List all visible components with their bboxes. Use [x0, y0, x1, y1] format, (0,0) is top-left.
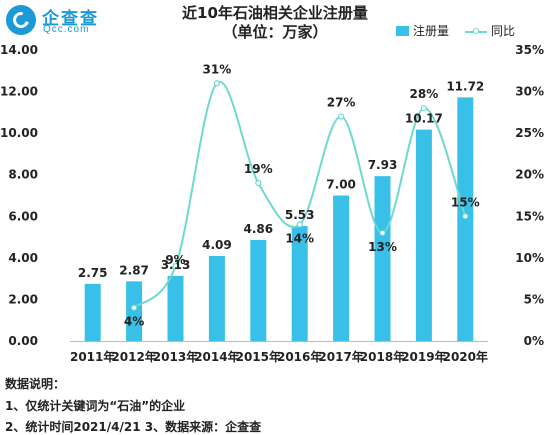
yoy-value-label: 4%	[124, 315, 144, 329]
bar-value-label: 2.75	[78, 266, 108, 280]
y-left-tick-label: 6.00	[8, 209, 38, 223]
yoy-value-label: 13%	[368, 240, 397, 254]
bar-value-label: 4.09	[202, 238, 232, 252]
bar	[291, 226, 308, 341]
y-left-tick-label: 0.00	[8, 334, 38, 348]
notes-line-1: 1、仅统计关键词为“石油”的企业	[5, 399, 186, 413]
yoy-line	[133, 80, 467, 309]
bar-value-label: 2.87	[119, 263, 149, 277]
bar	[250, 239, 267, 341]
notes-heading: 数据说明：	[5, 377, 66, 391]
bar-value-label: 3.13	[161, 258, 191, 272]
yoy-value-label: 19%	[244, 162, 273, 176]
yoy-point	[172, 263, 179, 270]
x-tick-label: 2017年	[318, 349, 363, 364]
bar	[208, 255, 225, 341]
legend-label-yoy: 同比	[491, 24, 516, 38]
yoy-value-label: 9%	[165, 253, 185, 267]
y-left-tick-label: 2.00	[8, 292, 38, 306]
y-right-tick-label: 25%	[515, 126, 544, 140]
bar-value-label: 11.72	[446, 79, 484, 93]
yoy-point	[255, 179, 262, 187]
bar-value-label: 4.86	[243, 222, 273, 236]
bar	[333, 195, 350, 341]
brand-domain: Qcc.com	[43, 24, 90, 35]
bar	[84, 283, 101, 341]
yoy-value-label: 27%	[327, 96, 356, 110]
x-tick-label: 2011年	[70, 349, 115, 364]
yoy-point	[420, 105, 427, 112]
bar	[126, 281, 143, 341]
yoy-point	[338, 113, 345, 120]
x-tick-label: 2016年	[277, 349, 322, 364]
y-left-tick-label: 14.00	[0, 43, 38, 57]
bar-value-label: 7.93	[368, 158, 398, 172]
bar-value-label: 7.00	[326, 178, 356, 192]
brand-logo: 企查查 Qcc.com	[6, 3, 156, 39]
y-left-tick-label: 10.00	[0, 126, 38, 140]
yoy-point	[296, 221, 303, 228]
yoy-value-label: 31%	[203, 62, 232, 76]
bar-value-label: 5.53	[285, 208, 315, 222]
yoy-point	[462, 213, 469, 220]
chart-canvas: 0.00 2.00 4.00 6.00 8.00 10.00 12.00 14.00 0% 5% 1…	[0, 43, 544, 364]
y-left-tick-label: 8.00	[8, 168, 38, 182]
brand-name: 企查查	[42, 9, 99, 29]
x-tick-label: 2014年	[194, 349, 239, 364]
bar	[167, 275, 184, 341]
y-right-tick-label: 10%	[515, 251, 544, 265]
chart-title: 近10年石油相关企业注册量	[182, 4, 368, 22]
legend-label-registrations: 注册量	[413, 24, 450, 38]
legend-line-swatch	[465, 26, 488, 36]
yoy-value-label: 14%	[285, 232, 314, 246]
y-right-tick-label: 20%	[515, 168, 544, 182]
bar-value-label: 10.17	[405, 112, 443, 126]
yoy-value-label: 15%	[451, 195, 480, 209]
yoy-point	[213, 80, 220, 87]
yoy-point	[379, 229, 386, 237]
y-right-tick-label: 15%	[515, 209, 544, 223]
x-tick-label: 2013年	[153, 349, 198, 364]
y-left-tick-label: 12.00	[0, 85, 38, 99]
x-tick-label: 2018年	[360, 349, 405, 364]
qcc-logo-icon	[6, 5, 36, 35]
chart-legend: 注册量 同比	[396, 22, 515, 39]
x-tick-label: 2020年	[443, 349, 488, 364]
x-tick-label: 2012年	[111, 349, 156, 364]
y-left-tick-label: 4.00	[8, 251, 38, 265]
chart-subtitle: （单位：万家）	[222, 23, 328, 41]
yoy-value-label: 28%	[410, 87, 439, 101]
y-right-tick-label: 5%	[524, 292, 544, 306]
x-tick-label: 2019年	[401, 349, 446, 364]
legend-bar-swatch	[396, 25, 409, 36]
bar	[374, 176, 391, 341]
y-right-tick-label: 35%	[515, 43, 544, 57]
y-right-tick-label: 0%	[524, 334, 544, 348]
bar	[415, 129, 432, 341]
y-right-tick-label: 30%	[515, 85, 544, 99]
notes-line-2: 2、统计时间2021/4/21 3、数据来源：企查查	[5, 420, 262, 434]
x-tick-label: 2015年	[236, 349, 281, 364]
yoy-point	[131, 304, 138, 311]
